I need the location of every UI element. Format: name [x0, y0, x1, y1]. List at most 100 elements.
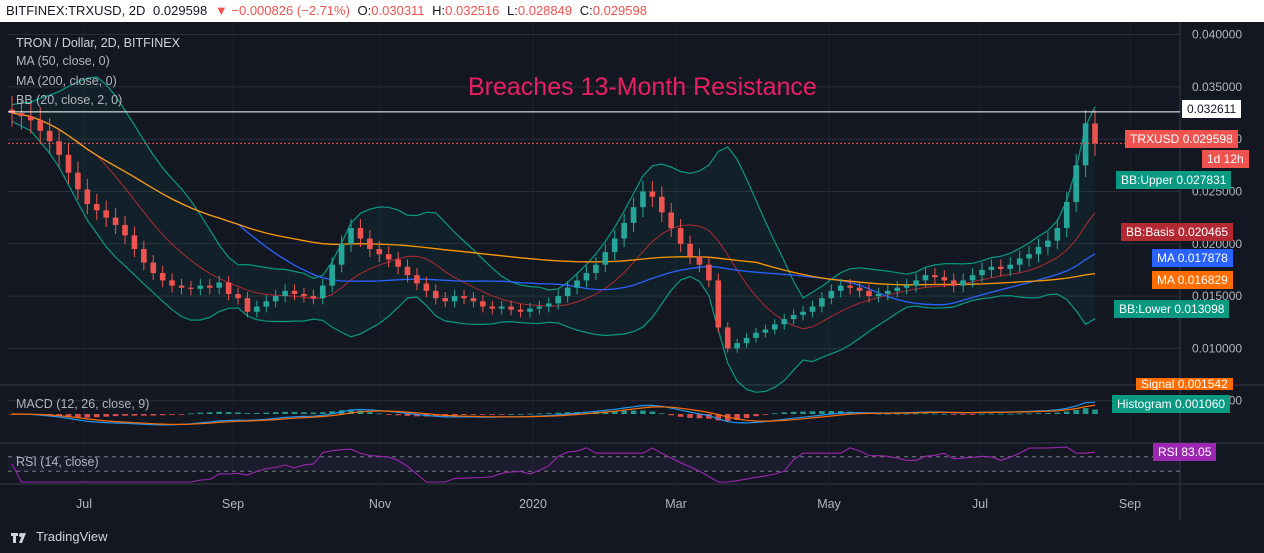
- candle-body: [1035, 246, 1042, 255]
- macd-histogram-bar: [235, 412, 241, 414]
- ma50-tag-value: 0.017878: [1177, 251, 1228, 265]
- candle-body: [18, 113, 25, 117]
- legend-bb[interactable]: BB (20, close, 2, 0): [16, 93, 123, 107]
- candlesticks: [9, 95, 1098, 353]
- legend-rsi[interactable]: RSI (14, close): [16, 455, 99, 469]
- y-tick-label: 0.035000: [1192, 80, 1242, 94]
- y-tick-label: 0.040000: [1192, 28, 1242, 42]
- macd-histogram-bar: [319, 412, 326, 414]
- macd-histogram-bar: [819, 411, 825, 414]
- price-chart[interactable]: 0.0400000.0350000.0300000.0250000.020000…: [0, 22, 1264, 520]
- close-label: C:: [579, 3, 593, 18]
- candle-body: [489, 306, 496, 309]
- candle-body: [235, 293, 241, 299]
- candle-body: [724, 327, 731, 349]
- candle-body: [903, 285, 910, 288]
- macd-histogram-bar: [941, 413, 948, 415]
- macd-histogram-bar: [950, 414, 957, 415]
- macd-histogram-bar: [998, 413, 1004, 415]
- macd-histogram-bar: [903, 413, 910, 415]
- annotation-text: Breaches 13-Month Resistance: [468, 73, 817, 101]
- macd-histogram-bar: [734, 414, 740, 420]
- candle-body: [480, 301, 486, 307]
- macd-histogram-bar: [979, 413, 985, 415]
- macd-histogram-bar: [668, 414, 675, 416]
- candle-body: [517, 309, 524, 312]
- candle-body: [677, 228, 684, 244]
- candle-body: [856, 287, 863, 291]
- macd-histogram-bar: [658, 413, 665, 415]
- signal-tag-label: Signal: [1141, 378, 1175, 390]
- candle-body: [932, 275, 938, 278]
- macd-histogram-bar: [225, 412, 232, 414]
- candle-body: [150, 262, 157, 274]
- macd-histogram-bar: [762, 414, 769, 415]
- candle-body: [555, 296, 562, 304]
- candle-body: [357, 228, 364, 239]
- macd-histogram-bar: [715, 414, 722, 421]
- macd-histogram-bar: [216, 411, 222, 414]
- time-axis[interactable]: Jul Sep Nov 2020 Mar May Jul Sep: [76, 497, 1141, 511]
- candle-body: [93, 204, 100, 211]
- bb-upper-label: BB:Upper: [1121, 173, 1174, 187]
- candle-body: [56, 141, 62, 155]
- candle-body: [536, 306, 543, 309]
- bollinger-band-fill: [12, 77, 1095, 393]
- macd-histogram-bar: [687, 414, 693, 418]
- candle-body: [866, 290, 872, 297]
- candle-body: [498, 306, 505, 309]
- candle-body: [508, 306, 514, 310]
- macd-histogram-bar: [677, 414, 684, 417]
- macd-histogram-bar: [611, 411, 618, 414]
- candle-body: [1063, 201, 1070, 229]
- macd-histogram-bar: [1026, 413, 1032, 415]
- legend-ma200[interactable]: MA (200, close, 0): [16, 74, 117, 88]
- bb-basis-value: 0.020465: [1178, 225, 1229, 239]
- open-value: 0.030311: [371, 3, 425, 18]
- tradingview-label[interactable]: TradingView: [36, 529, 108, 544]
- candle-body: [206, 285, 213, 288]
- candle-body: [28, 116, 34, 121]
- candle-body: [112, 217, 119, 225]
- macd-histogram-bar: [1045, 413, 1051, 414]
- x-tick-label: Jul: [76, 497, 92, 511]
- macd-histogram-bar: [395, 414, 401, 416]
- candle-body: [141, 249, 147, 263]
- macd-histogram-bar: [790, 411, 797, 414]
- candle-body: [527, 308, 533, 312]
- macd-histogram-bar: [244, 413, 251, 414]
- macd-histogram-bar: [254, 413, 260, 414]
- macd-histogram-bar: [206, 412, 213, 414]
- footer: TradingView: [0, 520, 1264, 553]
- macd-histogram-bar: [602, 411, 609, 414]
- candle-body: [37, 120, 44, 131]
- macd-histogram-bar: [800, 411, 806, 414]
- candle-body: [922, 275, 929, 281]
- candle-body: [423, 283, 430, 291]
- macd-histogram-bar: [536, 413, 543, 415]
- legend-ma50[interactable]: MA (50, close, 0): [16, 54, 110, 68]
- bb-lower-tag: BB:Lower 0.013098: [1114, 300, 1230, 318]
- macd-histogram-bar: [65, 414, 72, 417]
- macd-histogram-bar: [621, 410, 627, 414]
- tradingview-logo-icon[interactable]: [10, 528, 28, 546]
- candle-body: [9, 109, 15, 114]
- candle-body: [668, 212, 675, 229]
- candle-body: [84, 189, 91, 205]
- legend-macd[interactable]: MACD (12, 26, close, 9): [16, 397, 150, 411]
- candle-body: [216, 282, 222, 288]
- candle-body: [960, 280, 966, 286]
- rsi-pane: [8, 446, 1180, 483]
- candle-body: [941, 277, 948, 281]
- candle-body: [159, 273, 166, 281]
- macd-pane: [9, 401, 1098, 426]
- x-tick-label: 2020: [519, 497, 547, 511]
- bb-fill-area: [12, 77, 1095, 393]
- candle-body: [593, 264, 599, 274]
- candle-body: [282, 290, 288, 297]
- candle-body: [1054, 228, 1061, 241]
- macd-histogram-bar: [329, 411, 335, 414]
- macd-histogram-bar: [385, 414, 392, 415]
- bb-lower-line: [11, 120, 1096, 393]
- macd-histogram-bar: [743, 414, 750, 419]
